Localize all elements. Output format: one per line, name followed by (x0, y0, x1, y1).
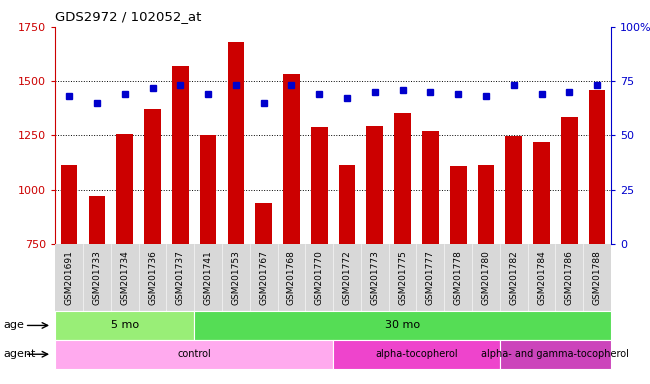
Bar (478, 165, 494, 244)
Text: GSM201780: GSM201780 (482, 250, 491, 305)
Text: GSM201775: GSM201775 (398, 250, 407, 305)
Text: GSM201736: GSM201736 (148, 250, 157, 305)
Text: GSM201786: GSM201786 (565, 250, 574, 305)
Text: alpha- and gamma-tocopherol: alpha- and gamma-tocopherol (482, 349, 629, 359)
Text: GSM201778: GSM201778 (454, 250, 463, 305)
Text: 30 mo: 30 mo (385, 320, 420, 331)
Text: GSM201784: GSM201784 (537, 250, 546, 305)
Bar (61, 165, 77, 244)
Text: GSM201753: GSM201753 (231, 250, 240, 305)
Bar (311, 127, 328, 244)
Text: GSM201737: GSM201737 (176, 250, 185, 305)
Text: GSM201782: GSM201782 (509, 250, 518, 305)
Text: control: control (177, 349, 211, 359)
Text: GSM201734: GSM201734 (120, 250, 129, 305)
Text: 5 mo: 5 mo (111, 320, 139, 331)
Bar (200, 136, 216, 244)
Bar (88, 196, 105, 244)
Text: GSM201777: GSM201777 (426, 250, 435, 305)
Bar (116, 134, 133, 244)
Bar (255, 203, 272, 244)
Bar (422, 131, 439, 244)
Bar (172, 66, 188, 244)
Text: GDS2972 / 102052_at: GDS2972 / 102052_at (55, 10, 201, 23)
Bar (589, 90, 605, 244)
Bar (450, 166, 467, 244)
Text: GSM201733: GSM201733 (92, 250, 101, 305)
Text: GSM201767: GSM201767 (259, 250, 268, 305)
Bar (227, 42, 244, 244)
Text: GSM201741: GSM201741 (203, 250, 213, 305)
Bar (533, 142, 550, 244)
Text: GSM201770: GSM201770 (315, 250, 324, 305)
Bar (144, 109, 161, 244)
Bar (367, 126, 383, 244)
Bar (283, 73, 300, 244)
Bar (506, 136, 522, 244)
Text: age: age (3, 320, 24, 331)
Bar (395, 113, 411, 244)
Bar (339, 165, 356, 244)
Text: alpha-tocopherol: alpha-tocopherol (375, 349, 458, 359)
Text: GSM201773: GSM201773 (370, 250, 380, 305)
Text: GSM201768: GSM201768 (287, 250, 296, 305)
Bar (561, 117, 578, 244)
Text: GSM201788: GSM201788 (593, 250, 602, 305)
Text: agent: agent (3, 349, 36, 359)
Text: GSM201772: GSM201772 (343, 250, 352, 305)
Text: GSM201691: GSM201691 (64, 250, 73, 305)
